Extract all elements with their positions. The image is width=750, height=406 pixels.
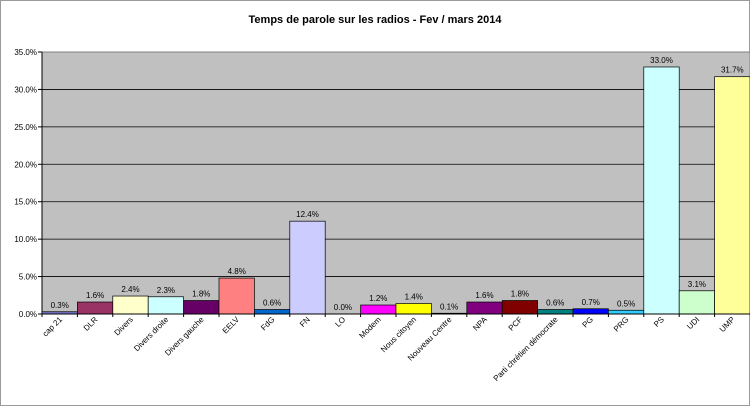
plot-area: [41, 51, 750, 315]
bar: [572, 308, 609, 315]
bar: [714, 76, 750, 315]
bar: [678, 290, 715, 315]
data-label: 2.3%: [157, 286, 175, 295]
bar: [77, 301, 114, 315]
y-tick-label: 10.0%: [14, 235, 37, 244]
data-label: 0.7%: [582, 298, 600, 307]
data-label: 1.2%: [369, 294, 387, 303]
y-tick-label: 5.0%: [19, 273, 37, 282]
category-label: FN: [298, 315, 312, 329]
data-label: 1.6%: [86, 291, 104, 300]
category-label: Nous citoyen: [379, 315, 418, 354]
bar: [218, 277, 255, 315]
data-label: 0.0%: [334, 303, 352, 312]
bar: [466, 301, 503, 315]
category-label: PRG: [612, 315, 631, 334]
category-label: UMP: [718, 315, 737, 334]
data-label: 4.8%: [228, 267, 246, 276]
category-label: PCF: [507, 315, 525, 333]
y-tick-label: 35.0%: [14, 48, 37, 57]
bar: [254, 309, 291, 315]
data-label: 1.6%: [475, 291, 493, 300]
category-label: Divers: [113, 315, 135, 337]
category-label: Divers droite: [132, 315, 171, 354]
data-label: 33.0%: [650, 56, 673, 65]
data-label: 2.4%: [121, 285, 139, 294]
data-label: 12.4%: [296, 210, 319, 219]
category-label: Modem: [357, 315, 382, 340]
data-label: 0.3%: [51, 301, 69, 310]
bar: [608, 309, 645, 315]
category-label: PS: [652, 315, 666, 329]
data-label: 1.4%: [405, 293, 423, 302]
y-axis-ticks: 0.0% 5.0% 10.0% 15.0% 20.0% 25.0% 30.0% 35.0%: [14, 48, 43, 319]
bars: [41, 66, 750, 315]
data-label: 0.5%: [617, 299, 635, 308]
category-label: EELV: [221, 315, 242, 336]
bar: [395, 303, 432, 315]
bar: [501, 300, 538, 315]
category-label: NPA: [471, 315, 489, 333]
chart-title: Temps de parole sur les radios - Fev / m…: [248, 14, 502, 26]
data-label: 1.8%: [511, 290, 529, 299]
bar: [537, 309, 574, 315]
y-tick-label: 30.0%: [14, 85, 37, 94]
y-tick-label: 0.0%: [19, 310, 37, 319]
y-tick-label: 20.0%: [14, 160, 37, 169]
category-label: UDI: [685, 315, 701, 331]
bar: [360, 304, 397, 315]
data-label: 31.7%: [721, 66, 744, 75]
category-label: DLR: [82, 315, 100, 333]
category-label: PG: [581, 315, 596, 330]
y-tick-label: 15.0%: [14, 198, 37, 207]
data-label: 1.8%: [192, 290, 210, 299]
bar: [643, 66, 680, 315]
gridlines: [42, 89, 750, 277]
category-label: FdG: [259, 315, 276, 332]
y-tick-label: 25.0%: [14, 123, 37, 132]
data-label: 3.1%: [688, 280, 706, 289]
data-label: 0.6%: [546, 299, 564, 308]
bar: [183, 300, 220, 315]
bar: [147, 296, 184, 315]
bar: [112, 295, 149, 315]
category-label: LO: [333, 315, 347, 329]
category-label: cap 21: [41, 315, 65, 339]
data-labels: 0.3% 1.6% 2.4% 2.3% 1.8% 4.8% 0.6% 12.4% 0.0% 1.2…: [51, 56, 744, 312]
data-label: 0.1%: [440, 302, 458, 311]
bar: [289, 220, 326, 315]
data-label: 0.6%: [263, 299, 281, 308]
category-label: Parti chrétien démocrate: [492, 315, 560, 383]
